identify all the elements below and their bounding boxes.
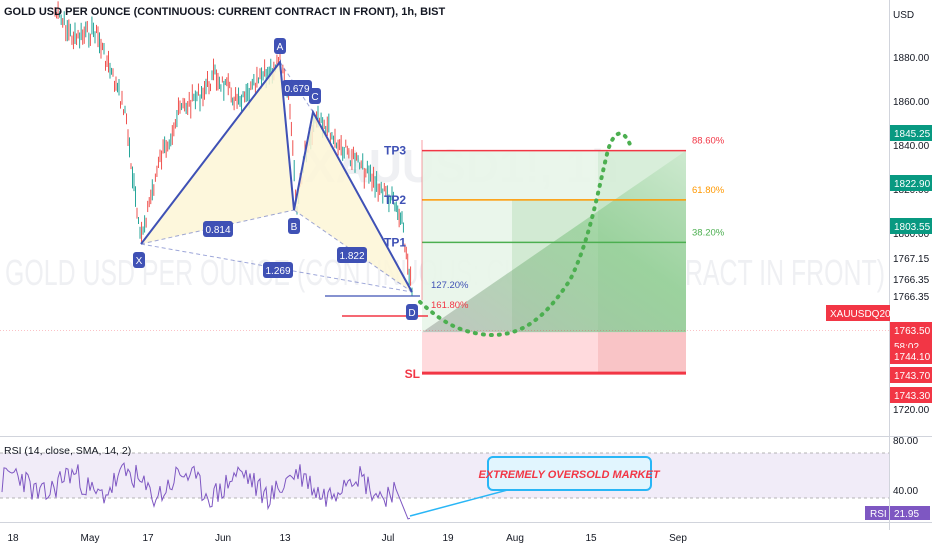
- price-badge-label: 1763.50: [894, 326, 931, 337]
- pattern-fill-bcd: [294, 112, 412, 292]
- price-badge-label: 1743.70: [894, 371, 931, 382]
- time-tick: Aug: [506, 533, 524, 544]
- price-tick: 1860.00: [893, 97, 930, 108]
- price-tick: 1767.15: [893, 254, 930, 265]
- pattern-ratio-box: [203, 221, 233, 237]
- price-badge-label: 1743.30: [894, 391, 931, 402]
- price-badge-label: 1744.10: [894, 352, 931, 363]
- pattern-point-label: B: [291, 222, 298, 233]
- price-badge: [890, 322, 932, 338]
- price-badge: [826, 305, 890, 321]
- rsi-line: [1, 462, 411, 520]
- loss-zone-inner: [598, 332, 686, 374]
- rsi-badge-value: 21.95: [894, 509, 919, 520]
- rsi-tick: 80.00: [893, 436, 918, 447]
- pattern-point-b[interactable]: [288, 218, 300, 234]
- rsi-badge-label: RSI: [870, 509, 887, 520]
- price-tick: 1800.00: [893, 229, 930, 240]
- pattern-fill-xab: [141, 62, 294, 244]
- pattern-point-label: X: [136, 256, 143, 267]
- price-badge: [890, 218, 932, 234]
- price-badge: [890, 367, 932, 383]
- price-badge: [890, 387, 932, 403]
- label-tp2: TP2: [384, 193, 406, 207]
- rsi-title: RSI (14, close, SMA, 14, 2): [4, 445, 132, 457]
- callout-box[interactable]: [487, 456, 652, 491]
- price-tick: 1880.00: [893, 53, 930, 64]
- chart-title: GOLD USD PER OUNCE (CONTINUOUS: CURRENT …: [4, 6, 446, 18]
- price-tick: 1840.00: [893, 141, 930, 152]
- rsi-band: [0, 453, 890, 498]
- price-badge: [890, 348, 932, 364]
- profit-gradient: [422, 150, 686, 333]
- pattern-ratio: 0.679: [284, 84, 309, 95]
- time-tick: Jun: [215, 533, 231, 544]
- axis-currency: USD: [893, 10, 914, 21]
- time-tick: 18: [7, 533, 19, 544]
- price-tick: 1720.00: [893, 405, 930, 416]
- pattern-ratio: 0.814: [205, 225, 230, 236]
- price-badge-label: 1822.90: [894, 179, 931, 190]
- time-tick: Sep: [669, 533, 687, 544]
- time-tick: May: [81, 533, 100, 544]
- rsi-badge-value-box: [890, 506, 930, 520]
- time-tick: 15: [585, 533, 597, 544]
- loss-zone: [422, 332, 686, 374]
- pattern-point-label: A: [277, 42, 284, 53]
- pattern-point-a[interactable]: [274, 38, 286, 54]
- fib-label-161: 161.80%: [431, 300, 469, 311]
- pattern-point-d[interactable]: [406, 304, 418, 320]
- pattern-point-x[interactable]: [133, 252, 145, 268]
- time-tick: 17: [142, 533, 154, 544]
- price-badge: [890, 175, 932, 191]
- time-tick: 13: [279, 533, 291, 544]
- time-tick: Jul: [382, 533, 395, 544]
- pattern-ratio-box: [337, 247, 367, 263]
- pattern-point-label: C: [311, 92, 318, 103]
- pattern-ratio-box: [263, 262, 293, 278]
- pattern-ratio-box: [282, 80, 312, 96]
- fib-label-127: 127.20%: [431, 280, 469, 291]
- label-tp3: TP3: [384, 144, 406, 158]
- label-tp1: TP1: [384, 235, 406, 249]
- fib-label-2: 38.20%: [692, 227, 725, 238]
- pattern-ratio: 1.269: [265, 266, 290, 277]
- time-tick: 19: [442, 533, 454, 544]
- rsi-badge-label-box: [865, 506, 889, 520]
- price-badge-label: 1803.55: [894, 222, 931, 233]
- price-badge-label: XAUUSDQ2022: [830, 309, 902, 320]
- price-badge-label: 58:02: [894, 342, 919, 353]
- callout-text: EXTREMELY OVERSOLD MARKET: [478, 469, 660, 481]
- pattern-ratio: 1.822: [339, 251, 364, 262]
- pattern-point-label: D: [408, 308, 415, 319]
- fib-label-0: 88.60%: [692, 136, 725, 147]
- label-sl: SL: [405, 367, 420, 381]
- price-tick: 1766.35: [893, 275, 930, 286]
- fib-label-1: 61.80%: [692, 185, 725, 196]
- price-badge: [890, 125, 932, 141]
- rsi-tick: 40.00: [893, 486, 918, 497]
- price-tick: 1766.35: [893, 292, 930, 303]
- price-badge-label: 1845.25: [894, 129, 931, 140]
- pattern-xd: [140, 243, 413, 293]
